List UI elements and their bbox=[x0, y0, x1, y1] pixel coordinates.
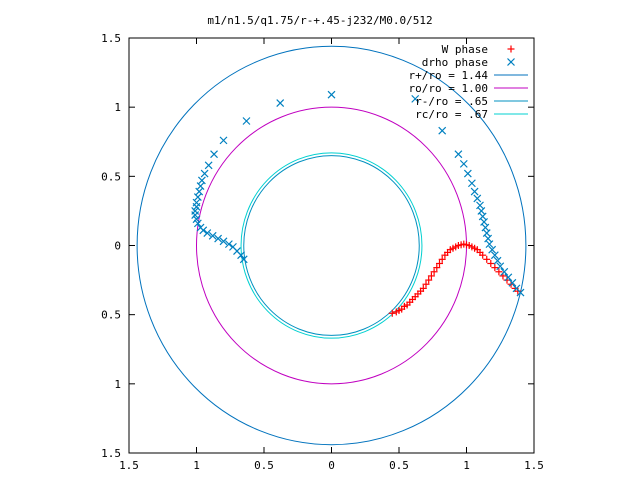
x-tick-label: 1.5 bbox=[524, 459, 544, 472]
drho-phase-point bbox=[493, 256, 502, 265]
drho-phase-point bbox=[242, 117, 251, 125]
legend-label: rc/ro = .67 bbox=[415, 108, 488, 121]
drho-phase-point bbox=[467, 179, 476, 188]
y-tick-label: 1.5 bbox=[101, 447, 121, 460]
w-phase-point bbox=[491, 264, 499, 272]
legend-marker bbox=[507, 45, 515, 53]
w-phase-point bbox=[487, 259, 495, 267]
y-tick-label: 1.5 bbox=[101, 32, 121, 45]
chart-title: m1/n1.5/q1.75/r-+.45-j232/M0.0/512 bbox=[207, 14, 432, 27]
w-phase-point bbox=[438, 255, 446, 263]
drho-phase-point bbox=[504, 273, 513, 282]
drho-phase-point bbox=[470, 187, 479, 196]
drho-phase-point bbox=[516, 288, 525, 297]
drho-phase-point bbox=[224, 240, 233, 249]
w-phase-point bbox=[495, 268, 503, 276]
w-phase-point bbox=[433, 264, 441, 272]
drho-phase-point bbox=[500, 267, 509, 276]
drho-phase-point bbox=[204, 161, 213, 170]
axis-ticks: 1.5 1 0.5 0 0.5 1 1.51.510.500.511.5 bbox=[101, 32, 544, 472]
w-phase-point bbox=[436, 259, 443, 267]
drho-phase-point bbox=[488, 245, 497, 254]
drho-phase-point bbox=[237, 251, 245, 260]
w-phase-point bbox=[514, 287, 522, 295]
drho-phase-point bbox=[508, 278, 517, 287]
x-tick-label: 0.5 bbox=[389, 459, 409, 472]
drho-phase-point bbox=[219, 136, 228, 145]
x-tick-label: 0.5 bbox=[254, 459, 274, 472]
y-tick-label: 0.5 bbox=[101, 170, 121, 183]
w-phase-point bbox=[419, 284, 427, 292]
circle-roro bbox=[196, 106, 467, 385]
x-tick-label: 0 bbox=[328, 459, 335, 472]
drho-phase-point bbox=[239, 255, 248, 264]
circle-r-ro bbox=[243, 155, 420, 336]
w-phase-point bbox=[483, 255, 491, 263]
drho-phase-point bbox=[438, 126, 447, 135]
drho-phase-point bbox=[327, 90, 336, 99]
drho-phase-point bbox=[485, 240, 494, 249]
drho-phase-point bbox=[276, 99, 285, 107]
drho-phase-point bbox=[490, 251, 499, 260]
legend-marker bbox=[507, 58, 515, 66]
y-tick-label: 1 bbox=[114, 378, 121, 391]
legend-label: W phase bbox=[442, 43, 488, 56]
drho-phase-point bbox=[454, 150, 463, 159]
w-phase-point bbox=[427, 272, 435, 280]
drho-phase-point bbox=[459, 159, 468, 168]
drho-phase-point bbox=[496, 262, 505, 271]
w-phase-point bbox=[422, 280, 430, 288]
legend-label: drho phase bbox=[422, 56, 488, 69]
y-tick-label: 0 bbox=[114, 240, 121, 253]
w-phase-point bbox=[425, 276, 433, 284]
x-tick-label: 1 bbox=[193, 459, 200, 472]
drho-phase-point bbox=[210, 150, 218, 159]
x-tick-label: 1 bbox=[463, 459, 470, 472]
legend-label: r-/ro = .65 bbox=[415, 95, 488, 108]
y-tick-label: 1 bbox=[114, 101, 121, 114]
drho-phase-point bbox=[214, 234, 223, 243]
drho-phase-point bbox=[199, 226, 208, 235]
x-tick-label: 1.5 bbox=[119, 459, 139, 472]
legend-label: r+/ro = 1.44 bbox=[409, 69, 489, 82]
drho-phase-point bbox=[219, 237, 228, 246]
drho-phase-point bbox=[473, 194, 482, 203]
drho-phase-point bbox=[208, 231, 217, 240]
legend-label: ro/ro = 1.00 bbox=[409, 82, 488, 95]
w-phase-point bbox=[479, 251, 487, 259]
y-tick-label: 0.5 bbox=[101, 309, 121, 322]
drho-phase-point bbox=[411, 94, 420, 103]
data-series bbox=[191, 90, 525, 317]
drho-phase-point bbox=[463, 169, 472, 178]
drho-phase-point bbox=[200, 169, 209, 178]
circle-r+ro bbox=[136, 45, 527, 446]
circle-rcro bbox=[240, 152, 423, 339]
w-phase-point bbox=[430, 268, 438, 276]
drho-phase-point bbox=[203, 229, 212, 237]
drho-phase-point bbox=[193, 219, 202, 228]
w-phase-point bbox=[388, 309, 396, 317]
